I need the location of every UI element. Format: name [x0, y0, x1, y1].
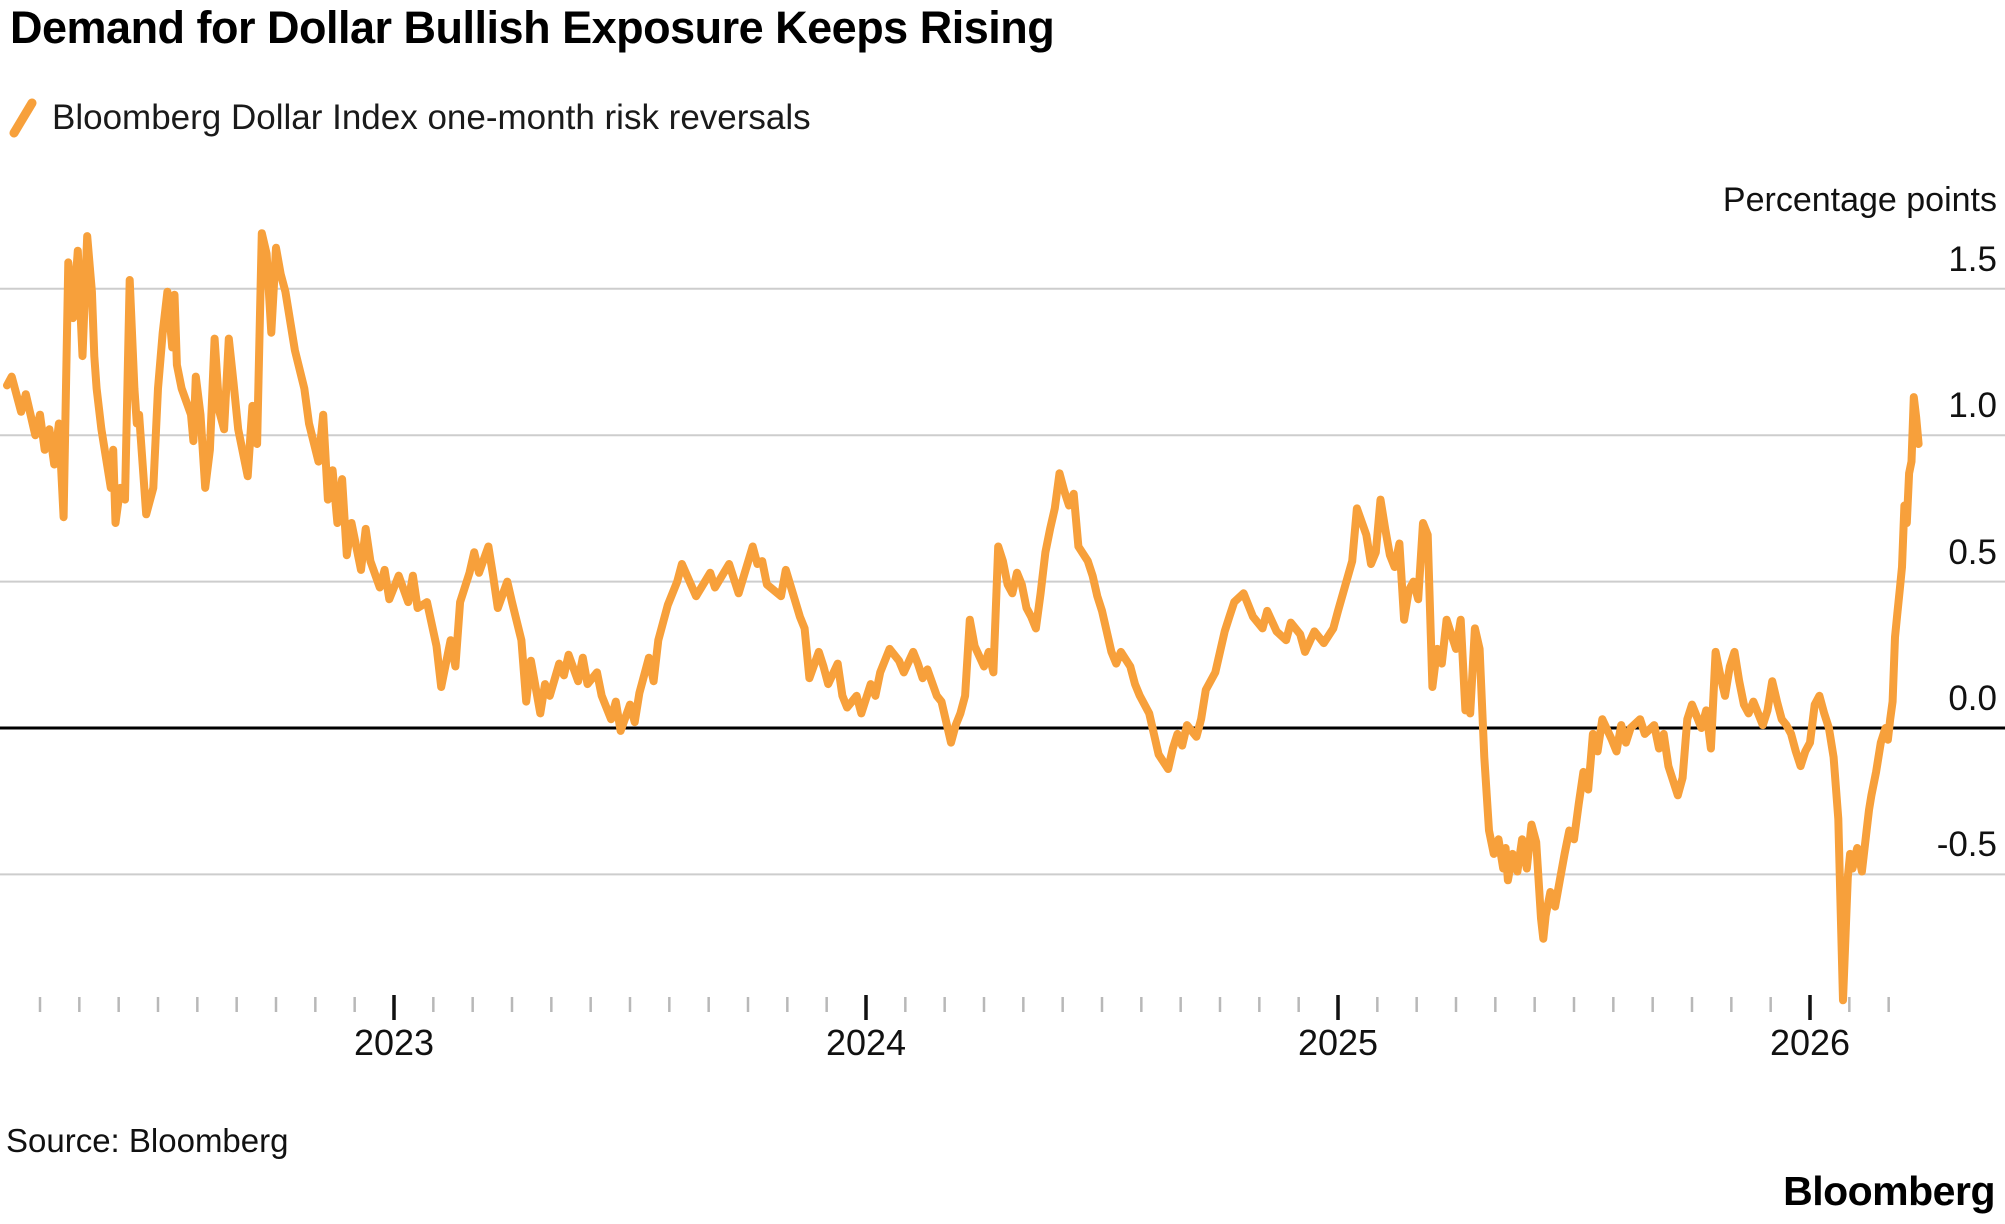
legend-slash-icon	[9, 98, 37, 138]
y-axis-label: 1.0	[1948, 386, 1997, 426]
y-axis-label: -0.5	[1936, 825, 1997, 865]
bloomberg-wordmark: Bloomberg	[1783, 1168, 1995, 1214]
y-axis-title: Percentage points	[1722, 181, 1997, 219]
x-axis-label: 2024	[825, 1022, 907, 1063]
legend: Bloomberg Dollar Index one-month risk re…	[8, 96, 811, 140]
page-title: Demand for Dollar Bullish Exposure Keeps…	[10, 2, 1055, 53]
y-axis-label: 0.5	[1948, 532, 1997, 572]
source-note: Source: Bloomberg	[6, 1122, 289, 1159]
x-axis-label: 2023	[353, 1022, 435, 1063]
x-axis-label: 2026	[1769, 1022, 1851, 1063]
x-axis-label: 2025	[1297, 1022, 1379, 1063]
y-axis-label: 1.5	[1948, 239, 1997, 279]
y-axis-label: 0.0	[1948, 679, 1997, 718]
risk-reversal-line	[3, 229, 1923, 1005]
legend-label: Bloomberg Dollar Index one-month risk re…	[52, 98, 811, 137]
